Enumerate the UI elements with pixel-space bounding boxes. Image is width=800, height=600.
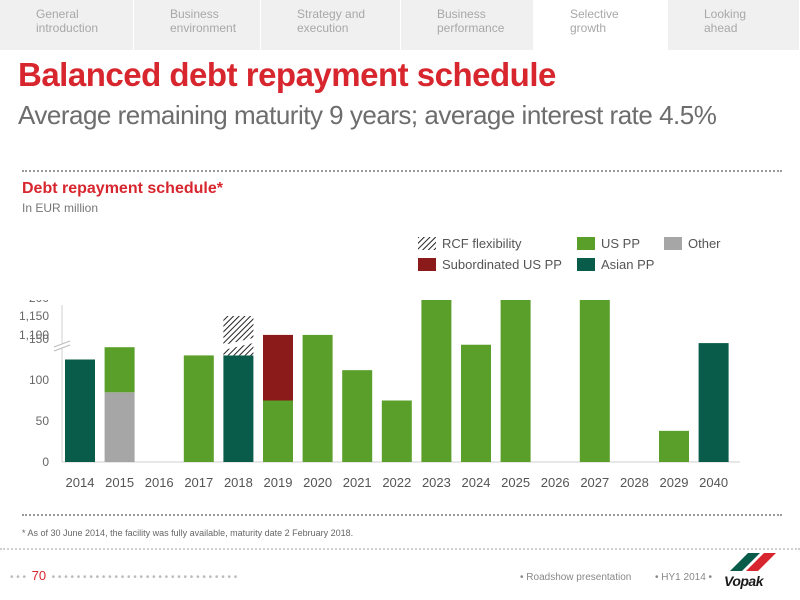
x-tick-label: 2015 [105,475,134,490]
footnote: * As of 30 June 2014, the facility was f… [22,528,353,538]
chart-title: Debt repayment schedule* [22,180,223,198]
page-title: Balanced debt repayment schedule [18,56,556,94]
legend-label-other: Other [688,236,721,251]
x-tick-label: 2022 [382,475,411,490]
x-tick-label: 2027 [580,475,609,490]
legend-swatch-other [664,237,682,250]
bar-2029-us-pp [659,431,689,462]
nav-tab-3[interactable]: Business performance [401,0,534,50]
logo-text: Vopak [724,573,763,589]
x-tick-label: 2021 [343,475,372,490]
bar-2023-us-pp [421,300,451,462]
y-tick-label: 100 [29,373,49,387]
nav-tab-label: General introduction [36,7,133,35]
y-tick-label: 200 [29,300,49,305]
nav-tab-label: Selective growth [570,7,667,35]
nav-tab-2[interactable]: Strategy and execution [261,0,401,50]
x-tick-label: 2025 [501,475,530,490]
legend-label-asian-pp: Asian PP [601,257,654,272]
legend-label-rcf: RCF flexibility [442,236,521,251]
bar-2025-us-pp [501,300,531,462]
bar-2040-asian-pp [699,343,729,462]
legend-asian-pp: Asian PP [577,257,654,272]
nav-tab-label: Looking ahead [704,7,799,35]
y-tick-label: 1,100 [19,328,49,342]
x-tick-label: 2019 [264,475,293,490]
nav-tab-4[interactable]: Selective growth [534,0,668,50]
x-tick-label: 2028 [620,475,649,490]
bar-2018-asian-pp [223,355,253,462]
footer-period: • HY1 2014 • [655,572,712,583]
x-tick-label: 2029 [660,475,689,490]
legend-label-us-pp: US PP [601,236,640,251]
bar-2027-us-pp [580,300,610,462]
x-tick-label: 2020 [303,475,332,490]
nav-tab-label: Business environment [170,7,260,35]
x-tick-label: 2014 [66,475,95,490]
bar-2020-us-pp [303,335,333,462]
legend-other: Other [664,236,721,251]
legend-swatch-asian-pp [577,258,595,271]
nav-tab-label: Strategy and execution [297,7,400,35]
legend-swatch-rcf [418,237,436,250]
x-tick-label: 2016 [145,475,174,490]
legend-swatch-us-pp [577,237,595,250]
section-nav: General introduction Business environment… [0,0,800,50]
legend-subordinated-us-pp: Subordinated US PP [418,257,562,272]
x-tick-label: 2026 [541,475,570,490]
page-subtitle: Average remaining maturity 9 years; aver… [18,100,716,131]
legend-rcf-flexibility: RCF flexibility [418,236,521,251]
bar-2019-subordinated-us-pp [263,335,293,401]
bar-2014-asian-pp [65,360,95,463]
nav-tab-5[interactable]: Looking ahead [668,0,800,50]
bar-2015-us-pp [105,347,135,392]
nav-tab-label: Business performance [437,7,533,35]
footer-divider [0,548,800,550]
chart-unit-label: In EUR million [22,201,98,215]
legend-swatch-subordinated [418,258,436,271]
x-tick-label: 2023 [422,475,451,490]
divider-top [22,170,782,172]
y-tick-label: 0 [42,455,49,469]
bar-2022-us-pp [382,401,412,463]
x-tick-label: 2040 [699,475,728,490]
bar-2018-rcf-flexibility [223,316,253,355]
y-tick-label: 1,150 [19,309,49,323]
x-tick-label: 2018 [224,475,253,490]
x-tick-label: 2024 [462,475,491,490]
divider-bottom [22,514,782,516]
bar-2019-us-pp [263,401,293,463]
page-number: • • • 70 • • • • • • • • • • • • • • • •… [10,568,237,583]
debt-repayment-chart: 0501001502002501,1001,150201420152016201… [0,300,800,500]
x-tick-label: 2017 [184,475,213,490]
y-tick-label: 50 [36,414,50,428]
legend-us-pp: US PP [577,236,640,251]
nav-tab-0[interactable]: General introduction [0,0,134,50]
bar-2015-other [105,392,135,462]
vopak-logo: Vopak [718,551,788,591]
legend-label-subordinated: Subordinated US PP [442,257,562,272]
nav-tab-1[interactable]: Business environment [134,0,261,50]
bar-2024-us-pp [461,345,491,462]
bar-2021-us-pp [342,370,372,462]
bar-2017-us-pp [184,355,214,462]
footer-presentation: • Roadshow presentation [520,572,631,583]
